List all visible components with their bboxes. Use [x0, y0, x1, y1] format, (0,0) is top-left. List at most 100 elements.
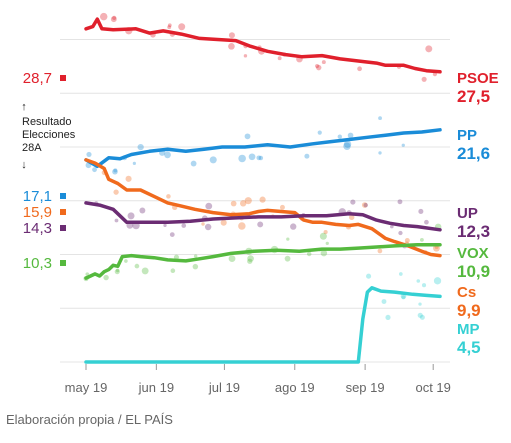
series-line-pp — [84, 128, 442, 169]
poll-dot — [317, 130, 322, 135]
poll-dot — [390, 224, 394, 229]
poll-dot — [417, 312, 423, 318]
poll-dot — [178, 23, 186, 31]
poll-dot — [247, 255, 254, 262]
poll-dot — [201, 222, 205, 226]
series-value-mp: 4,5 — [457, 338, 481, 357]
poll-dot — [243, 54, 248, 58]
poll-dot — [110, 16, 117, 23]
poll-dot — [141, 267, 149, 275]
poll-dot — [398, 230, 403, 236]
poll-dot — [323, 230, 328, 235]
poll-dot — [209, 156, 217, 164]
poll-dot — [112, 168, 118, 175]
x-tick-label: sep 19 — [346, 380, 385, 395]
poll-dot — [290, 223, 297, 230]
poll-dot — [166, 194, 171, 199]
series-line-mp — [84, 286, 442, 364]
series-name-cs: Cs — [457, 284, 476, 301]
result-marker-psoe — [60, 75, 66, 81]
poll-dot — [321, 60, 326, 65]
poll-dot — [256, 155, 262, 161]
poll-dot — [419, 314, 425, 320]
poll-dot — [320, 249, 328, 257]
poll-dot — [244, 133, 251, 140]
poll-dot — [139, 207, 146, 214]
poll-dot — [349, 214, 355, 220]
poll-dot — [378, 116, 382, 121]
series-value-up: 12,3 — [457, 222, 490, 241]
poll-dot — [99, 12, 108, 21]
series-name-mp: MP — [457, 321, 480, 338]
x-tick-label: may 19 — [65, 380, 108, 395]
x-axis: may 19 jun 19 jul 19 ago 19 sep 19 oct 19 — [65, 364, 451, 395]
poll-dot — [113, 189, 119, 195]
poll-dot — [385, 314, 391, 320]
poll-dot — [401, 295, 406, 300]
x-tick-label: ago 19 — [275, 380, 315, 395]
poll-dot — [132, 161, 136, 165]
poll-dot — [114, 269, 120, 275]
poll-dot — [167, 25, 172, 30]
series-name-vox: VOX — [457, 245, 489, 262]
result-value-cs: 15,9 — [23, 204, 52, 221]
poll-dot — [398, 272, 403, 276]
series-value-pp: 21,6 — [457, 144, 490, 163]
series-line-cs — [84, 158, 442, 258]
poll-dot — [103, 274, 109, 281]
poll-dot — [425, 45, 433, 53]
poll-dot — [343, 142, 351, 150]
poll-dot — [319, 232, 327, 240]
poll-dot — [164, 151, 171, 159]
poll-dot — [397, 199, 403, 205]
poll-dot — [378, 151, 382, 155]
poll-dot — [366, 273, 372, 279]
poll-dot — [337, 134, 342, 139]
poll-dot — [418, 208, 424, 214]
poll-dot — [424, 219, 429, 225]
poll-dot — [284, 255, 291, 262]
x-tick-label: oct 19 — [415, 380, 450, 395]
poll-dot — [127, 212, 135, 220]
election-note-line: Elecciones — [22, 129, 76, 141]
poll-dot — [124, 259, 128, 263]
poll-dot — [193, 254, 198, 258]
poll-dot — [419, 237, 424, 242]
result-marker-pp — [60, 193, 66, 199]
poll-dot — [230, 200, 237, 207]
poll-dot — [401, 143, 405, 147]
poll-dot — [205, 202, 213, 210]
poll-dot — [316, 64, 322, 71]
result-value-up: 14,3 — [23, 220, 52, 237]
poll-dot — [257, 221, 264, 228]
poll-dot — [244, 197, 252, 205]
result-value-vox: 10,3 — [23, 255, 52, 272]
poll-dot — [357, 66, 362, 72]
poll-dot — [86, 151, 92, 158]
poll-dot — [92, 167, 97, 173]
poll-dot — [115, 268, 120, 273]
poll-dot — [343, 140, 352, 148]
poll-dot — [134, 263, 140, 269]
election-note-line: Resultado — [22, 116, 72, 128]
result-marker-vox — [60, 260, 66, 266]
poll-dot — [286, 237, 290, 241]
series-line-up — [84, 201, 442, 232]
result-marker-cs — [60, 209, 66, 215]
poll-dot — [114, 218, 119, 223]
poll-dot — [167, 23, 172, 28]
poll-dot — [277, 56, 282, 61]
poll-dot — [173, 254, 179, 260]
poll-dot — [325, 241, 329, 245]
poll-dot — [350, 199, 356, 205]
poll-dot — [192, 263, 199, 270]
poll-dot — [228, 32, 235, 39]
series-name-up: UP — [457, 205, 478, 222]
poll-dot — [190, 160, 197, 167]
poll-dot — [381, 299, 387, 304]
series-name-pp: PP — [457, 127, 477, 144]
poll-dot — [85, 272, 90, 277]
poll-dot — [228, 255, 236, 262]
